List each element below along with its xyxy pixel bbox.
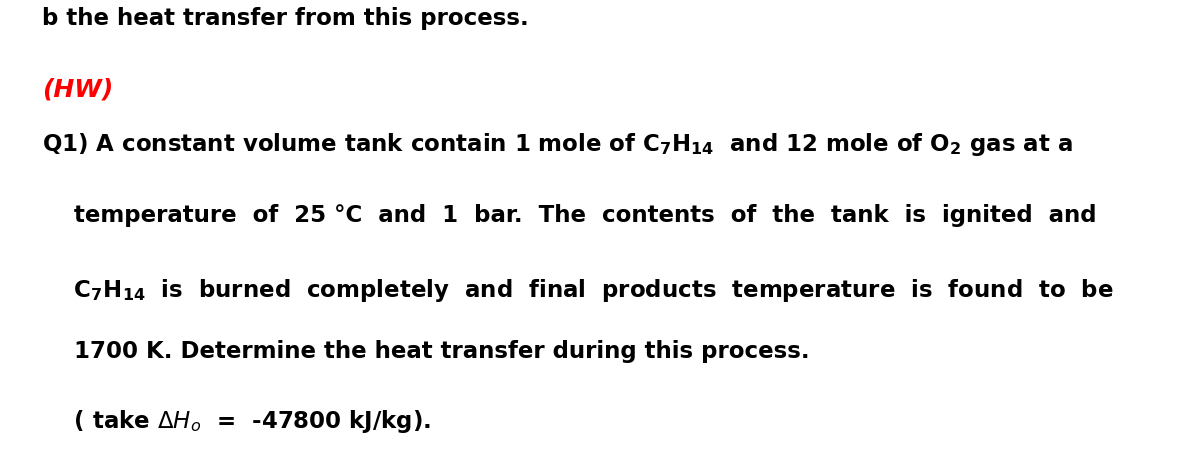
Text: ( take $\Delta H_o$  =  -47800 kJ/kg).: ( take $\Delta H_o$ = -47800 kJ/kg). <box>42 408 431 435</box>
Text: $\mathregular{C_7H_{14}}$  is  burned  completely  and  final  products  tempera: $\mathregular{C_7H_{14}}$ is burned comp… <box>42 277 1114 304</box>
Text: (HW): (HW) <box>42 77 113 101</box>
Text: temperature  of  25 °C  and  1  bar.  The  contents  of  the  tank  is  ignited : temperature of 25 °C and 1 bar. The cont… <box>42 204 1097 227</box>
Text: 1700 K. Determine the heat transfer during this process.: 1700 K. Determine the heat transfer duri… <box>42 340 810 363</box>
Text: Q1) A constant volume tank contain 1 mole of $\mathregular{C_7H_{14}}$  and 12 m: Q1) A constant volume tank contain 1 mol… <box>42 131 1073 159</box>
Text: b the heat transfer from this process.: b the heat transfer from this process. <box>42 7 529 30</box>
